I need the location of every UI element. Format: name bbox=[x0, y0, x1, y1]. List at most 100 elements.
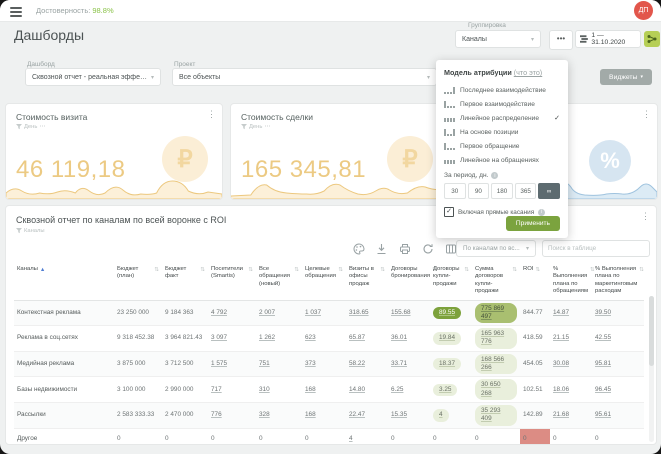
cell-value-link[interactable]: 95.81 bbox=[595, 360, 611, 367]
attribution-item[interactable]: На основе позиции bbox=[444, 125, 560, 139]
column-header[interactable]: ROI⇅ bbox=[520, 262, 550, 300]
cell-value-link[interactable]: 3.25 bbox=[433, 384, 457, 396]
cell-value-link[interactable]: 30.08 bbox=[553, 360, 569, 367]
cell-value-link[interactable]: 4 bbox=[349, 435, 353, 442]
dashboard-select[interactable]: Сквозной отчет - реальная эффективность … bbox=[25, 68, 161, 86]
grouping-select[interactable]: Каналы▾ bbox=[455, 30, 541, 48]
table-view-select[interactable]: По каналам по вс...▾ bbox=[456, 240, 536, 257]
cell-value-link[interactable]: 36.01 bbox=[391, 334, 407, 341]
cell-value-link[interactable]: 14.80 bbox=[349, 386, 365, 393]
what-is-it-link[interactable]: (что это) bbox=[514, 68, 542, 77]
attribution-item[interactable]: Первое обращение bbox=[444, 139, 560, 153]
cell-value-link[interactable]: 95.61 bbox=[595, 411, 611, 418]
period-option-30[interactable]: 30 bbox=[444, 183, 466, 199]
cell-value-link[interactable]: 96.45 bbox=[595, 386, 611, 393]
period-option-90[interactable]: 90 bbox=[468, 183, 490, 199]
column-header[interactable]: Договоры купли-продажи⇅ bbox=[430, 262, 472, 300]
download-button[interactable] bbox=[375, 242, 388, 255]
cell-value-link[interactable]: 168 566 266 bbox=[475, 354, 517, 375]
cell-value-link[interactable]: 3 097 bbox=[211, 334, 227, 341]
cell-value-link[interactable]: 6.25 bbox=[391, 386, 403, 393]
cell-value-link[interactable]: 42.55 bbox=[595, 334, 611, 341]
column-header[interactable]: Целевые обращения⇅ bbox=[302, 262, 346, 300]
column-header[interactable]: % Выполнения плана по обращениям⇅ bbox=[550, 262, 592, 300]
cell-value-link[interactable]: 18.06 bbox=[553, 386, 569, 393]
cell-value-link[interactable]: 1 575 bbox=[211, 360, 227, 367]
sort-icon: ⇅ bbox=[248, 267, 253, 274]
kebab-menu-icon[interactable]: ⋮ bbox=[207, 110, 216, 119]
attribution-item[interactable]: Линейное распределение✓ bbox=[444, 111, 560, 125]
cell-value-link[interactable]: 89.55 bbox=[433, 307, 461, 319]
cell-value-link[interactable]: 717 bbox=[211, 386, 222, 393]
kebab-menu-icon[interactable]: ⋮ bbox=[642, 110, 651, 119]
table-row: Контекстная реклама23 250 0009 184 3634 … bbox=[14, 301, 644, 327]
table-cell: 844.77 bbox=[520, 307, 550, 319]
refresh-button[interactable] bbox=[421, 242, 434, 255]
cell-value-link[interactable]: 168 bbox=[305, 386, 316, 393]
cell-value-link[interactable]: 751 bbox=[259, 360, 270, 367]
more-options-button[interactable]: ••• bbox=[549, 30, 573, 50]
cell-value-link[interactable]: 310 bbox=[259, 386, 270, 393]
column-header[interactable]: Посетители (Smartis)⇅ bbox=[208, 262, 256, 300]
cell-value-link[interactable]: 776 bbox=[211, 411, 222, 418]
cell-value-link[interactable]: 19.84 bbox=[433, 332, 461, 344]
column-header[interactable]: Договоры бронирования⇅ bbox=[388, 262, 430, 300]
cell-value-link[interactable]: 21.15 bbox=[553, 334, 569, 341]
widget-filter: День⋯ bbox=[16, 124, 45, 130]
cell-value-link[interactable]: 22.47 bbox=[349, 411, 365, 418]
apply-button[interactable]: Применить bbox=[506, 216, 560, 231]
cell-value-link[interactable]: 328 bbox=[259, 411, 270, 418]
cell-value-link[interactable]: 65.87 bbox=[349, 334, 365, 341]
attribution-item-label: Первое взаимодействие bbox=[460, 101, 535, 108]
vertical-scrollbar[interactable] bbox=[649, 296, 654, 442]
column-header[interactable]: % Выполнения плана по маркетинговым расх… bbox=[592, 262, 636, 300]
column-header[interactable]: Бюджет (план)⇅ bbox=[114, 262, 162, 300]
date-range-picker[interactable]: 1 — 31.10.2020 bbox=[575, 30, 641, 48]
column-header[interactable]: Визиты в офисы продаж⇅ bbox=[346, 262, 388, 300]
project-select[interactable]: Все объекты▾ bbox=[172, 68, 437, 86]
table-search-input[interactable] bbox=[542, 240, 650, 257]
cell-value-link[interactable]: 1 262 bbox=[259, 334, 275, 341]
table-cell: 0 bbox=[520, 429, 550, 445]
column-header[interactable]: Все обращения (новый)⇅ bbox=[256, 262, 302, 300]
cell-value-link[interactable]: 1 037 bbox=[305, 309, 321, 316]
cell-value-link[interactable]: 14.87 bbox=[553, 309, 569, 316]
cell-value-link[interactable]: 30 650 268 bbox=[475, 379, 517, 400]
attribution-item[interactable]: Линейное на обращениях bbox=[444, 153, 560, 167]
cell-value-link[interactable]: 165 963 776 bbox=[475, 328, 517, 349]
cell-value-link[interactable]: 18.37 bbox=[433, 358, 461, 370]
cell-value-link[interactable]: 168 bbox=[305, 411, 316, 418]
column-header[interactable]: Бюджет факт⇅ bbox=[162, 262, 208, 300]
cell-value-link[interactable]: 623 bbox=[305, 334, 316, 341]
kebab-menu-icon[interactable]: ⋮ bbox=[641, 212, 650, 221]
hamburger-menu-icon[interactable] bbox=[10, 5, 22, 19]
period-option-365[interactable]: 365 bbox=[515, 183, 537, 199]
attribution-item[interactable]: Последнее взаимодействие bbox=[444, 83, 560, 97]
print-button[interactable] bbox=[398, 242, 411, 255]
cell-value-link[interactable]: 58.22 bbox=[349, 360, 365, 367]
palette-button[interactable] bbox=[352, 242, 365, 255]
cell-value-link[interactable]: 15.35 bbox=[391, 411, 407, 418]
period-option-∞[interactable]: ∞ bbox=[538, 183, 560, 199]
table-cell: 4 792 bbox=[208, 307, 256, 319]
avatar[interactable]: ДП bbox=[634, 1, 653, 20]
share-button[interactable] bbox=[644, 31, 660, 47]
period-option-180[interactable]: 180 bbox=[491, 183, 513, 199]
cell-value-link[interactable]: 775 869 497 bbox=[475, 303, 517, 324]
cell-value-link[interactable]: 35 293 409 bbox=[475, 405, 517, 426]
cell-value-link[interactable]: 155.68 bbox=[391, 309, 411, 316]
cell-value-link[interactable]: 39.50 bbox=[595, 309, 611, 316]
checkbox-checked-icon[interactable]: ✓ bbox=[444, 207, 454, 217]
cell-value-link[interactable]: 4 bbox=[433, 409, 449, 421]
cell-value-link[interactable]: 21.68 bbox=[553, 411, 569, 418]
cell-value-link[interactable]: 318.65 bbox=[349, 309, 369, 316]
column-header[interactable]: Сумма договоров купли-продажи⇅ bbox=[472, 262, 520, 300]
first-interaction-icon bbox=[444, 100, 455, 108]
cell-value-link[interactable]: 2 007 bbox=[259, 309, 275, 316]
attribution-item[interactable]: Первое взаимодействие bbox=[444, 97, 560, 111]
cell-value-link[interactable]: 373 bbox=[305, 360, 316, 367]
cell-value-link[interactable]: 4 792 bbox=[211, 309, 227, 316]
cell-value-link[interactable]: 33.71 bbox=[391, 360, 407, 367]
widgets-button[interactable]: Виджеты▾ bbox=[600, 69, 652, 85]
column-header[interactable]: Каналы▲ bbox=[14, 262, 114, 300]
